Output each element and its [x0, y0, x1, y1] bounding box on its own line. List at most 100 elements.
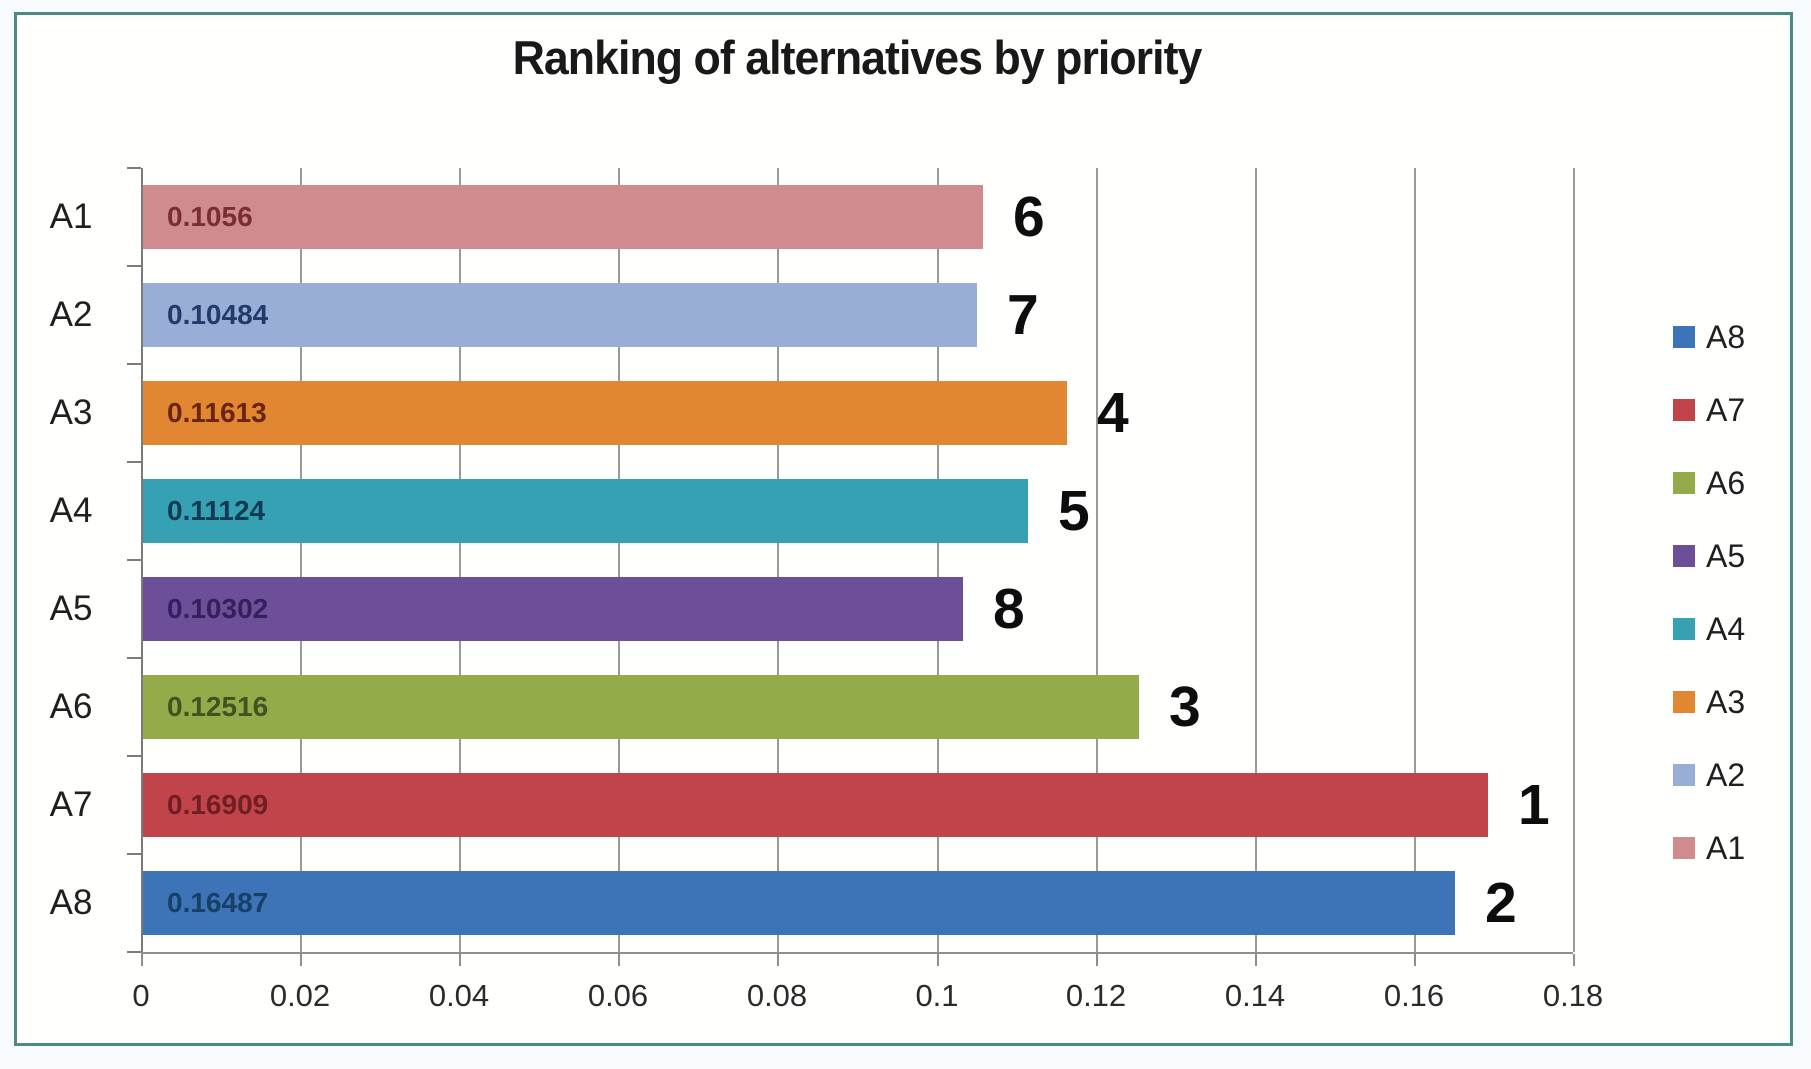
- bar-a3: 0.11613: [143, 381, 1067, 445]
- y-axis-tick: [127, 461, 141, 463]
- bar-value-label: 0.10484: [167, 299, 269, 330]
- bar-row-a3: 0.11613 4: [141, 364, 1573, 462]
- gridline: [1096, 168, 1098, 952]
- legend-label: A8: [1706, 318, 1746, 355]
- bar-a5: 0.10302: [143, 577, 963, 641]
- gridline: [777, 168, 779, 952]
- legend-swatch: [1673, 472, 1695, 494]
- x-axis-tick: [1414, 954, 1416, 966]
- gridline: [459, 168, 461, 952]
- legend-label: A6: [1706, 464, 1746, 501]
- legend: A8 A7 A6 A5 A4 A3 A2 A1: [1673, 319, 1745, 866]
- category-label-a8: A8: [49, 883, 93, 922]
- bar-value-label: 0.11613: [167, 397, 267, 428]
- bar-value-label: 0.12516: [167, 691, 269, 722]
- gridline: [1414, 168, 1416, 952]
- legend-swatch: [1673, 399, 1695, 421]
- bar-a8: 0.16487: [143, 871, 1455, 935]
- category-label-a5: A5: [49, 589, 93, 628]
- y-axis-tick: [127, 363, 141, 365]
- x-axis-tick: [1096, 954, 1098, 966]
- category-label-a2: A2: [49, 295, 93, 334]
- y-axis-tick: [127, 951, 141, 953]
- rank-label: 8: [993, 577, 1025, 641]
- bar-value-label: 0.16487: [167, 887, 269, 918]
- legend-swatch: [1673, 837, 1695, 859]
- bar-row-a6: 0.12516 3: [141, 658, 1573, 756]
- x-tick-label: 0.08: [746, 978, 808, 1013]
- bar-a4: 0.11124: [143, 479, 1028, 543]
- legend-swatch: [1673, 764, 1695, 786]
- bar-row-a7: 0.16909 1: [141, 756, 1573, 854]
- chart-title: Ranking of alternatives by priority: [512, 31, 1203, 84]
- x-tick-label: 0: [132, 978, 150, 1013]
- bar-row-a1: 0.1056 6: [141, 168, 1573, 266]
- y-axis-tick: [127, 657, 141, 659]
- legend-label: A1: [1706, 829, 1746, 866]
- y-axis-tick: [127, 167, 141, 169]
- legend-item-a8: A8: [1673, 319, 1745, 355]
- rank-label: 6: [1013, 185, 1045, 249]
- y-axis-tick: [127, 853, 141, 855]
- rank-label: 7: [1007, 283, 1039, 347]
- category-label-a6: A6: [49, 687, 93, 726]
- bar-value-label: 0.11124: [167, 495, 266, 526]
- x-tick-label: 0.18: [1542, 978, 1604, 1013]
- bar-row-a2: 0.10484 7: [141, 266, 1573, 364]
- legend-swatch: [1673, 618, 1695, 640]
- plot-area: 0.1056 6 0.10484 7 0.11613 4 0.11124 5 0.10302 8 0…: [127, 167, 1575, 966]
- category-label-a3: A3: [49, 393, 93, 432]
- gridline: [1255, 168, 1257, 952]
- rank-label: 5: [1058, 479, 1090, 543]
- x-axis-tick: [300, 954, 302, 966]
- x-tick-label: 0.1: [915, 978, 959, 1013]
- y-axis-tick: [127, 265, 141, 267]
- legend-item-a4: A4: [1673, 611, 1745, 647]
- legend-label: A4: [1706, 610, 1746, 647]
- legend-item-a3: A3: [1673, 684, 1745, 720]
- gridline: [937, 168, 939, 952]
- legend-label: A5: [1706, 537, 1746, 574]
- y-axis-tick: [127, 755, 141, 757]
- x-axis-line: [141, 952, 1573, 954]
- x-tick-label: 0.16: [1383, 978, 1445, 1013]
- legend-item-a1: A1: [1673, 830, 1745, 866]
- x-axis-tick: [459, 954, 461, 966]
- legend-item-a2: A2: [1673, 757, 1745, 793]
- bar-value-label: 0.1056: [167, 201, 253, 232]
- bar-row-a5: 0.10302 8: [141, 560, 1573, 658]
- legend-label: A2: [1706, 756, 1746, 793]
- legend-swatch: [1673, 691, 1695, 713]
- bar-a6: 0.12516: [143, 675, 1139, 739]
- bar-value-label: 0.10302: [167, 593, 269, 624]
- gridline: [1573, 168, 1575, 952]
- category-label-a1: A1: [49, 197, 93, 236]
- legend-swatch: [1673, 326, 1695, 348]
- gridline: [300, 168, 302, 952]
- x-tick-label: 0.14: [1224, 978, 1286, 1013]
- legend-label: A3: [1706, 683, 1746, 720]
- x-axis-tick: [777, 954, 779, 966]
- x-axis-tick: [618, 954, 620, 966]
- bar-value-label: 0.16909: [167, 789, 269, 820]
- bar-row-a8: 0.16487 2: [141, 854, 1573, 952]
- x-tick-label: 0.06: [587, 978, 649, 1013]
- legend-item-a6: A6: [1673, 465, 1745, 501]
- bar-a1: 0.1056: [143, 185, 983, 249]
- legend-label: A7: [1706, 391, 1746, 428]
- x-axis-tick: [1573, 954, 1575, 966]
- legend-item-a5: A5: [1673, 538, 1745, 574]
- legend-item-a7: A7: [1673, 392, 1745, 428]
- x-tick-label: 0.02: [269, 978, 331, 1013]
- x-axis-tick: [1255, 954, 1257, 966]
- x-axis-tick: [141, 954, 143, 966]
- y-axis-line: [141, 168, 143, 952]
- rank-label: 2: [1485, 871, 1517, 935]
- legend-swatch: [1673, 545, 1695, 567]
- gridline: [618, 168, 620, 952]
- bar-a2: 0.10484: [143, 283, 977, 347]
- rank-label: 4: [1097, 381, 1129, 445]
- bar-row-a4: 0.11124 5: [141, 462, 1573, 560]
- y-axis-tick: [127, 559, 141, 561]
